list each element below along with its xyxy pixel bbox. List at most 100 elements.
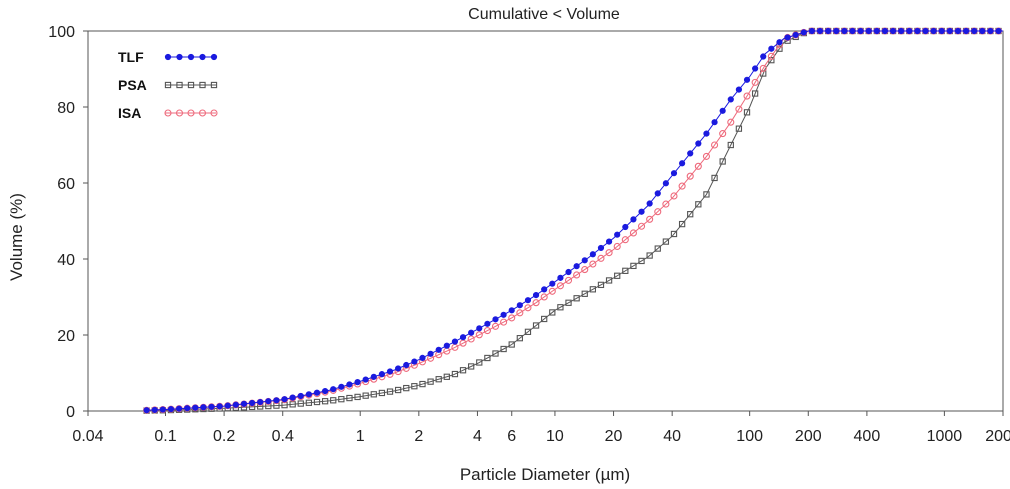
data-point-tlf [565,268,572,276]
data-point-tlf [435,346,442,353]
x-tick-label: 20 [605,428,623,445]
data-point-tlf [305,391,312,398]
data-point-psa [313,398,321,406]
data-point-tlf [403,361,410,369]
data-point-psa [419,380,426,388]
data-point-psa [516,335,523,342]
data-point-psa [443,373,450,380]
data-point-psa [581,290,588,297]
legend-marker [210,81,218,89]
data-point-tlf [833,27,840,35]
data-point-tlf [630,216,637,223]
data-point-tlf [654,190,661,197]
data-point-tlf [873,27,880,35]
data-point-isa [662,200,670,208]
data-point-tlf [476,325,483,332]
y-tick-label: 80 [57,100,75,117]
data-point-isa [548,287,556,295]
legend-label: TLF [118,49,144,65]
data-point-psa [492,350,499,357]
x-tick-label: 0.1 [154,428,176,445]
data-point-psa [614,272,621,279]
data-point-tlf [597,244,605,252]
data-point-tlf [386,368,394,375]
x-tick-label: 1000 [927,428,963,445]
data-point-tlf [581,257,588,264]
data-point-tlf [784,34,791,41]
y-axis-ticks: 0 20 40 60 80 100 [48,24,88,421]
data-point-tlf [605,238,613,245]
data-point-psa [549,309,556,316]
data-point-tlf [338,383,345,390]
data-point-psa [565,299,572,306]
data-point-psa [394,386,402,394]
x-tick-label: 0.2 [213,428,235,445]
data-point-isa [524,304,532,312]
data-point-tlf [954,27,962,35]
data-point-psa [678,220,686,228]
data-point-psa [500,345,507,353]
data-point-psa [654,245,661,252]
data-point-tlf [776,39,783,46]
data-point-tlf [419,354,426,361]
data-point-psa [695,201,702,208]
data-point-tlf [906,27,913,35]
data-point-isa [613,242,621,251]
data-point-tlf [524,297,532,304]
data-point-tlf [841,27,848,35]
data-point-tlf [760,53,767,60]
legend-marker [187,53,195,61]
data-point-isa [686,172,694,180]
y-tick-label: 60 [57,176,75,193]
data-point-psa [386,388,394,395]
data-point-tlf [679,160,686,167]
series-tlf [143,27,1003,414]
data-point-tlf [849,27,856,35]
data-point-psa [605,277,613,284]
series-layer [143,27,1003,414]
data-point-tlf [662,180,669,187]
legend-label: ISA [118,105,141,121]
data-point-tlf [541,286,548,293]
data-point-tlf [167,406,175,413]
data-point-tlf [184,405,191,412]
data-point-tlf [946,27,953,35]
data-point-isa [581,266,589,274]
data-point-psa [589,286,597,293]
data-point-psa [646,252,653,259]
data-point-psa [687,211,694,218]
data-point-psa [751,90,759,97]
data-point-tlf [922,27,929,35]
y-tick-label: 40 [57,252,75,269]
data-point-psa [459,367,467,374]
data-point-psa [484,354,491,362]
data-point-tlf [370,373,377,380]
data-point-tlf [703,130,710,137]
data-point-tlf [995,27,1002,35]
data-point-tlf [508,307,515,314]
data-point-tlf [549,280,556,287]
data-point-isa [702,152,710,160]
x-tick-label: 2 [414,428,423,445]
data-point-psa [330,397,337,404]
x-tick-label: 200 [795,428,822,445]
data-point-tlf [573,263,580,270]
data-point-tlf [711,119,718,126]
series-psa [143,27,1003,414]
legend-item-isa: ISA [118,105,218,121]
data-point-psa [354,393,361,401]
data-point-tlf [962,27,970,35]
data-point-tlf [589,251,596,258]
data-point-tlf [557,274,564,281]
data-point-isa [573,271,581,279]
y-tick-label: 0 [66,404,75,421]
data-point-tlf [289,394,296,401]
data-point-tlf [800,29,807,36]
data-point-tlf [216,403,223,410]
data-point-isa [491,322,500,330]
series-line-psa [146,30,1003,412]
data-point-tlf [752,65,759,72]
data-point-psa [338,396,345,403]
data-point-tlf [395,365,402,372]
